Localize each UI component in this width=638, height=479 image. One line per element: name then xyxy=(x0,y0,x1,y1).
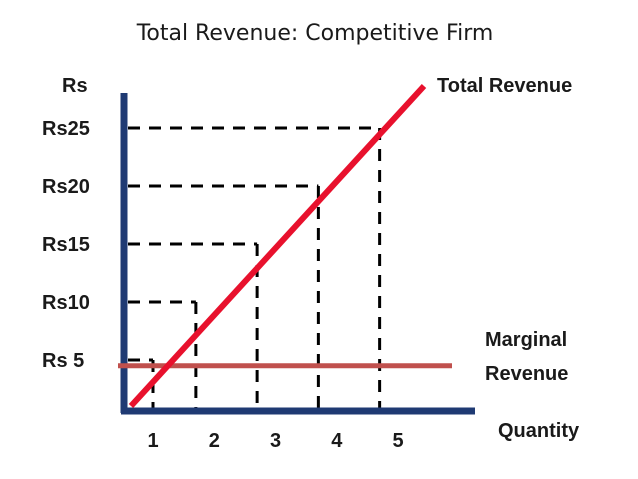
y-tick-label-20: Rs20 xyxy=(42,176,90,198)
x-tick-label-3: 3 xyxy=(270,430,281,452)
x-tick-label-2: 2 xyxy=(209,430,220,452)
x-axis-label: Quantity xyxy=(498,420,580,442)
total-revenue-label: Total Revenue xyxy=(437,75,572,97)
total-revenue-line xyxy=(128,83,427,409)
axes xyxy=(120,93,475,415)
y-tick-label-15: Rs15 xyxy=(42,234,90,256)
y-tick-label-10: Rs10 xyxy=(42,292,90,314)
marginal-revenue-label: Marginal Revenue xyxy=(485,329,573,385)
x-tick-label-1: 1 xyxy=(147,430,158,452)
chart-title: Total Revenue: Competitive Firm xyxy=(136,21,494,46)
y-tick-label-25: Rs25 xyxy=(42,118,90,140)
x-tick-label-4: 4 xyxy=(331,430,343,452)
tick-labels: 1 2 3 4 5 Rs 5 Rs10 Rs15 Rs20 Rs25 xyxy=(42,118,404,452)
marginal-revenue-label-line-2: Revenue xyxy=(485,363,568,385)
y-axis-label: Rs xyxy=(62,75,88,97)
x-tick-label-5: 5 xyxy=(392,430,403,452)
y-tick-label-5: Rs 5 xyxy=(42,350,84,372)
marginal-revenue-label-line-1: Marginal xyxy=(485,329,567,351)
series-lines xyxy=(118,83,452,409)
